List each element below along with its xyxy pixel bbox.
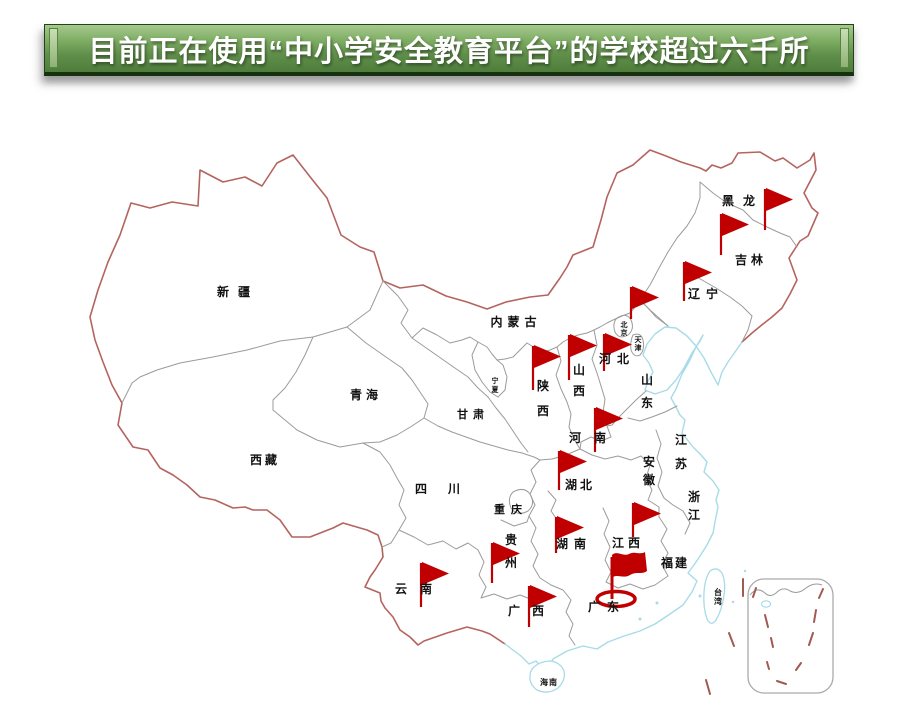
flag-liaoning bbox=[682, 261, 712, 301]
flag-beijing bbox=[629, 286, 659, 319]
label-hainan: 海南 bbox=[540, 677, 558, 687]
small-islets bbox=[638, 569, 747, 621]
flag-jiangxi bbox=[631, 502, 661, 537]
highlight-flag-guangdong bbox=[595, 552, 647, 609]
coastline-path bbox=[504, 326, 743, 680]
label-zhejiang: 浙江 bbox=[688, 489, 700, 522]
flag-guizhou bbox=[490, 542, 520, 583]
hainan-island bbox=[529, 660, 566, 693]
label-shandong: 山东 bbox=[641, 372, 653, 410]
label-sichuan: 四川 bbox=[415, 482, 481, 496]
flag-layer bbox=[419, 188, 793, 627]
nine-dash-lines bbox=[752, 587, 824, 685]
scs-inset-hainan bbox=[760, 600, 772, 608]
label-qinghai: 青海 bbox=[350, 387, 382, 402]
flag-jilin bbox=[719, 213, 749, 255]
label-fujian: 福建 bbox=[660, 555, 689, 570]
national-border-path bbox=[89, 149, 819, 646]
label-xizang: 西藏 bbox=[250, 452, 280, 467]
title-banner: 目前正在使用“中小学安全教育平台”的学校超过六千所 bbox=[44, 24, 854, 76]
flag-hubei bbox=[557, 450, 587, 490]
flag-shanxi bbox=[567, 334, 597, 380]
label-yunnan: 云南 bbox=[395, 581, 445, 596]
label-neimenggu: 内蒙古 bbox=[490, 314, 541, 329]
flag-yunnan bbox=[419, 562, 449, 607]
label-hebei: 河北 bbox=[598, 351, 635, 366]
flag-hunan bbox=[554, 516, 584, 553]
taiwan-island bbox=[703, 568, 726, 624]
highlight-ring bbox=[595, 589, 637, 609]
flag-henan bbox=[593, 407, 623, 452]
label-jiangxi: 江西 bbox=[612, 535, 644, 550]
flag-heilongjiang bbox=[763, 188, 793, 230]
label-chongqing: 重庆 bbox=[494, 502, 528, 516]
label-beijing: 北京 bbox=[621, 320, 628, 337]
banner-right-bevel bbox=[840, 28, 849, 68]
label-liaoning: 辽宁 bbox=[688, 286, 724, 301]
label-ningxia: 宁夏 bbox=[491, 376, 500, 394]
province-borders bbox=[121, 181, 798, 646]
scs-inset bbox=[705, 578, 834, 695]
label-shanxi: 山西 bbox=[573, 362, 585, 398]
label-shaanxi: 陕西 bbox=[537, 378, 549, 418]
label-hubei: 湖北 bbox=[565, 477, 595, 492]
label-jiangsu: 江苏 bbox=[675, 432, 687, 471]
flag-hebei bbox=[602, 333, 632, 371]
waving-flag-icon bbox=[612, 552, 647, 577]
outer-dash-lines bbox=[705, 578, 744, 695]
label-guangdong: 广东 bbox=[588, 599, 626, 614]
label-jilin: 吉林 bbox=[735, 252, 767, 267]
label-guangxi: 广西 bbox=[508, 603, 556, 618]
banner-title: 目前正在使用“中小学安全教育平台”的学校超过六千所 bbox=[88, 35, 810, 68]
label-hunan: 湖南 bbox=[556, 536, 592, 551]
label-anhui: 安徽 bbox=[642, 454, 656, 487]
label-henan: 河南 bbox=[568, 430, 619, 445]
banner-left-bevel bbox=[49, 28, 58, 68]
label-heilongjiang: 黑龙 bbox=[722, 193, 764, 208]
label-guizhou: 贵州 bbox=[504, 532, 517, 570]
flag-guangxi bbox=[527, 585, 557, 627]
scs-inset-coast bbox=[749, 583, 823, 596]
label-tianjin: 天津 bbox=[635, 336, 643, 352]
flag-shaanxi bbox=[531, 345, 561, 390]
scs-inset-box bbox=[747, 578, 834, 694]
label-taiwan: 台湾 bbox=[714, 587, 722, 606]
label-xinjiang: 新疆 bbox=[217, 284, 259, 299]
label-gansu: 甘肃 bbox=[457, 407, 489, 421]
